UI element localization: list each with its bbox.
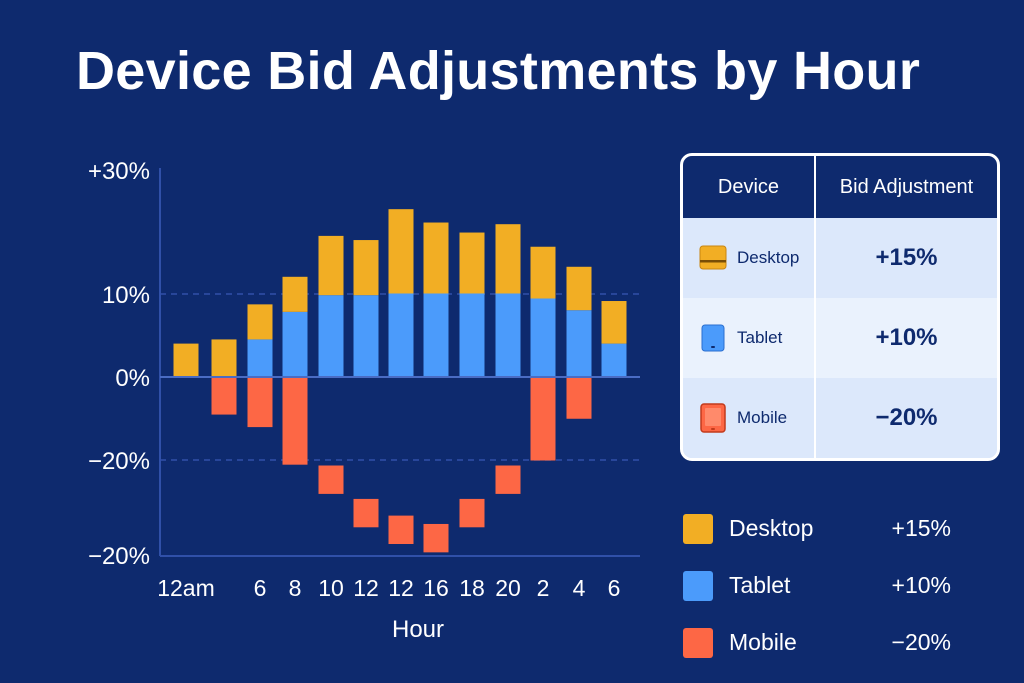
table-value-mobile: −20% [875, 404, 938, 431]
y-tick-label: 0% [115, 365, 150, 392]
tablet-swatch [683, 570, 713, 601]
x-tick-label: 10 [318, 575, 344, 601]
tablet-icon [701, 324, 725, 352]
x-tick-label: 4 [573, 575, 586, 601]
mobile-swatch [683, 627, 713, 658]
table-row: Tablet +10% [683, 298, 997, 378]
bar-tablet [495, 293, 521, 377]
header-device: Device [683, 156, 816, 218]
x-tick-label: 6 [254, 575, 267, 601]
legend-label: Tablet [729, 572, 791, 598]
legend-item-tablet: Tablet +10% [683, 557, 983, 614]
bar-tablet [282, 311, 308, 377]
bar-desktop [495, 224, 521, 294]
x-tick-label: 2 [537, 575, 550, 601]
y-tick-label: +30% [88, 158, 150, 185]
chart-title: Device Bid Adjustments by Hour [76, 41, 921, 101]
bar-desktop [388, 209, 414, 294]
bar-desktop [247, 304, 273, 340]
header-bid-adjustment: Bid Adjustment [839, 175, 974, 198]
bar-desktop [173, 343, 199, 377]
y-tick-label: 10% [102, 282, 150, 309]
bar-mobile [353, 498, 379, 528]
bar-desktop [459, 232, 485, 294]
legend-value: +10% [891, 572, 951, 598]
table-row: Mobile −20% [683, 378, 997, 458]
legend-item-mobile: Mobile −20% [683, 614, 983, 671]
x-tick-label: 12 [353, 575, 379, 601]
legend-value: +15% [891, 515, 951, 541]
bar-desktop [530, 246, 556, 299]
table-value-tablet: +10% [875, 324, 938, 351]
bar-tablet [423, 293, 449, 377]
desktop-swatch [683, 513, 713, 544]
legend-item-desktop: Desktop +15% [683, 500, 983, 557]
legend-label: Desktop [729, 515, 814, 541]
bar-desktop [211, 339, 237, 377]
table-device-desktop: Desktop [737, 248, 800, 267]
y-tick-label: −20% [88, 543, 150, 570]
bar-desktop [353, 240, 379, 296]
bar-mobile [423, 523, 449, 553]
bar-tablet [353, 295, 379, 377]
bar-tablet [247, 339, 273, 377]
legend-value: −20% [891, 629, 951, 655]
bar-tablet [318, 295, 344, 377]
bar-mobile [566, 377, 592, 419]
x-tick-label: 8 [289, 575, 302, 601]
x-axis-title: Hour [392, 616, 444, 643]
x-tick-label: 16 [423, 575, 449, 601]
bar-mobile [388, 515, 414, 544]
legend: Desktop +15% Tablet +10% Mobile −20% [683, 500, 983, 671]
x-tick-label: 12 [388, 575, 414, 601]
bar-desktop [566, 266, 592, 311]
x-tick-label: 20 [495, 575, 521, 601]
mobile-icon [700, 403, 726, 433]
bar-mobile [530, 377, 556, 461]
bar-tablet [530, 298, 556, 377]
bar-tablet [388, 293, 414, 377]
bar-mobile [282, 377, 308, 465]
bar-mobile [495, 465, 521, 494]
bar-desktop [318, 235, 344, 296]
bar-desktop [282, 276, 308, 312]
bar-mobile [247, 377, 273, 428]
table-row: Desktop +15% [683, 218, 997, 298]
device-table: Device Bid Adjustment Desktop +15% Table… [680, 153, 1000, 461]
table-device-mobile: Mobile [737, 408, 788, 427]
legend-label: Mobile [729, 629, 797, 655]
bar-desktop [601, 301, 627, 344]
bar-desktop [423, 222, 449, 294]
table-device-tablet: Tablet [737, 328, 783, 347]
x-tick-label: 18 [459, 575, 485, 601]
table-value-desktop: +15% [875, 244, 938, 271]
y-tick-label: −20% [88, 448, 150, 475]
bar-mobile [459, 498, 485, 528]
desktop-icon [699, 245, 727, 270]
bar-mobile [211, 377, 237, 415]
bar-mobile [318, 465, 344, 494]
bar-chart: +30%10%0%−20%−20%12am 6 8 10 12 12 16 18 20 2 4 6Ho… [88, 158, 640, 643]
bar-tablet [566, 310, 592, 377]
x-tick-label: 6 [608, 575, 621, 601]
bar-tablet [601, 343, 627, 377]
x-tick-label: 12am [157, 575, 215, 601]
bar-tablet [459, 293, 485, 377]
table-header-row: Device Bid Adjustment [683, 156, 997, 218]
